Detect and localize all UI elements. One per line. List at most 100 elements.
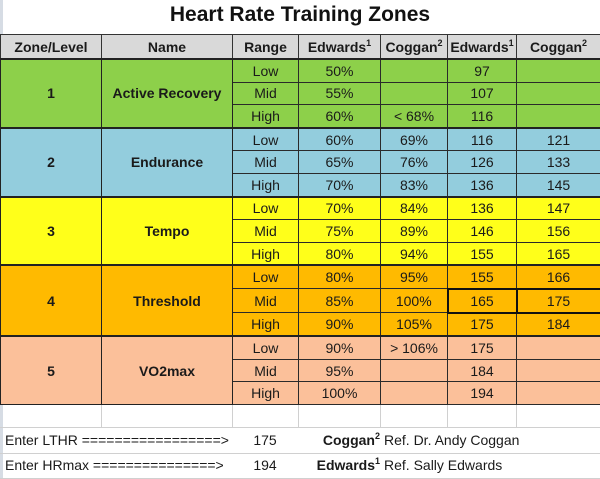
header-edwards-pct-label: Edwards xyxy=(308,39,366,55)
footnote-2: 2 xyxy=(375,431,380,441)
footnote-1: 1 xyxy=(366,38,371,48)
edwards-pct-cell: 60% xyxy=(299,128,381,151)
edwards-bpm-cell: 146 xyxy=(448,220,517,243)
coggan-bpm-cell: 145 xyxy=(517,173,600,196)
coggan-bpm-cell: 184 xyxy=(517,313,600,337)
header-coggan-pct: Coggan2 xyxy=(381,35,448,60)
coggan-bpm-cell xyxy=(517,59,600,82)
range-cell: High xyxy=(233,382,299,405)
coggan-pct-cell: > 106% xyxy=(381,336,448,359)
zone-level: 4 xyxy=(1,265,102,336)
footnote-1: 1 xyxy=(509,38,514,48)
zone-level: 5 xyxy=(1,336,102,404)
edwards-bpm-cell: 116 xyxy=(448,128,517,151)
edwards-pct-cell: 70% xyxy=(299,197,381,220)
header-row: Zone/Level Name Range Edwards1 Coggan2 E… xyxy=(1,35,600,60)
gridline xyxy=(101,405,102,427)
zone-name: Endurance xyxy=(102,128,233,197)
range-cell: Mid xyxy=(233,289,299,313)
range-cell: Low xyxy=(233,265,299,289)
edwards-pct-cell: 60% xyxy=(299,105,381,128)
edwards-bpm-cell: 126 xyxy=(448,151,517,174)
range-cell: Low xyxy=(233,336,299,359)
edwards-pct-cell: 85% xyxy=(299,289,381,313)
header-coggan-bpm-label: Coggan xyxy=(530,39,582,55)
edwards-pct-cell: 65% xyxy=(299,151,381,174)
hrmax-reference: Ref. Sally Edwards xyxy=(384,457,502,473)
range-cell: Mid xyxy=(233,82,299,105)
hrmax-source: Edwards1 xyxy=(298,457,380,473)
coggan-pct-cell xyxy=(381,59,448,82)
header-edwards-bpm-label: Edwards xyxy=(450,39,508,55)
coggan-bpm-cell: 147 xyxy=(517,197,600,220)
edwards-pct-cell: 55% xyxy=(299,82,381,105)
coggan-pct-cell: 95% xyxy=(381,265,448,289)
header-zone: Zone/Level xyxy=(1,35,102,60)
edwards-pct-cell: 90% xyxy=(299,313,381,337)
zone-name: Tempo xyxy=(102,197,233,266)
edwards-bpm-cell: 136 xyxy=(448,173,517,196)
lthr-reference: Ref. Dr. Andy Coggan xyxy=(384,432,519,448)
coggan-bpm-cell: 165 xyxy=(517,242,600,265)
edwards-bpm-cell: 136 xyxy=(448,197,517,220)
coggan-bpm-cell xyxy=(517,359,600,382)
hrmax-source-label: Edwards xyxy=(317,457,375,473)
edwards-bpm-cell: 155 xyxy=(448,242,517,265)
header-range: Range xyxy=(233,35,299,60)
coggan-bpm-cell xyxy=(517,382,600,405)
edwards-pct-cell: 95% xyxy=(299,359,381,382)
hrmax-label: Enter HRmax ===============> xyxy=(5,457,224,473)
edwards-pct-cell: 90% xyxy=(299,336,381,359)
coggan-pct-cell xyxy=(381,82,448,105)
zone-name: Threshold xyxy=(102,265,233,336)
zone-name: VO2max xyxy=(102,336,233,404)
coggan-bpm-cell: 175 xyxy=(517,289,600,313)
lthr-source-label: Coggan xyxy=(323,432,375,448)
gridline xyxy=(298,405,299,427)
range-cell: Low xyxy=(233,59,299,82)
coggan-bpm-cell: 166 xyxy=(517,265,600,289)
edwards-pct-cell: 70% xyxy=(299,173,381,196)
edwards-bpm-cell: 97 xyxy=(448,59,517,82)
footnote-2: 2 xyxy=(438,38,443,48)
coggan-pct-cell: 89% xyxy=(381,220,448,243)
lthr-label: Enter LTHR =================> xyxy=(5,432,229,448)
lthr-row: Enter LTHR =================> 175 Coggan… xyxy=(0,428,600,454)
coggan-pct-cell: 69% xyxy=(381,128,448,151)
range-cell: High xyxy=(233,173,299,196)
edwards-bpm-cell: 175 xyxy=(448,336,517,359)
coggan-pct-cell xyxy=(381,382,448,405)
edwards-bpm-cell: 175 xyxy=(448,313,517,337)
lthr-input[interactable]: 175 xyxy=(232,432,298,448)
zone-level: 1 xyxy=(1,59,102,128)
edwards-bpm-cell: 194 xyxy=(448,382,517,405)
coggan-bpm-cell: 121 xyxy=(517,128,600,151)
coggan-pct-cell: < 68% xyxy=(381,105,448,128)
gridline xyxy=(232,405,233,427)
coggan-pct-cell: 100% xyxy=(381,289,448,313)
zone-level: 2 xyxy=(1,128,102,197)
coggan-pct-cell: 83% xyxy=(381,173,448,196)
range-cell: Low xyxy=(233,128,299,151)
coggan-bpm-cell: 156 xyxy=(517,220,600,243)
header-coggan-bpm: Coggan2 xyxy=(517,35,600,60)
range-cell: Mid xyxy=(233,151,299,174)
edwards-bpm-cell: 165 xyxy=(448,289,517,313)
hrmax-row: Enter HRmax ===============> 194 Edwards… xyxy=(0,453,600,479)
range-cell: High xyxy=(233,313,299,337)
edwards-bpm-cell: 155 xyxy=(448,265,517,289)
coggan-pct-cell: 84% xyxy=(381,197,448,220)
hrmax-input[interactable]: 194 xyxy=(232,457,298,473)
coggan-bpm-cell: 133 xyxy=(517,151,600,174)
range-cell: Mid xyxy=(233,220,299,243)
header-edwards-pct: Edwards1 xyxy=(299,35,381,60)
footnote-2: 2 xyxy=(582,38,587,48)
range-cell: High xyxy=(233,105,299,128)
coggan-pct-cell: 76% xyxy=(381,151,448,174)
coggan-pct-cell: 105% xyxy=(381,313,448,337)
edwards-pct-cell: 100% xyxy=(299,382,381,405)
zone-level: 3 xyxy=(1,197,102,266)
